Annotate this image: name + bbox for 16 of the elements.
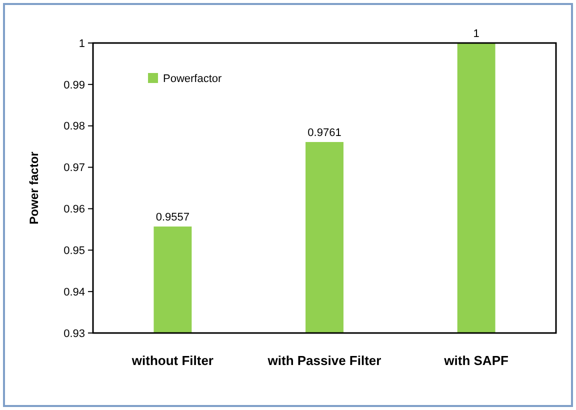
y-tick-label: 0.93 <box>64 328 85 340</box>
y-tick-label: 0.94 <box>64 286 85 298</box>
y-tick-label: 0.96 <box>64 204 85 216</box>
y-tick-label: 0.99 <box>64 79 85 92</box>
x-tick-label: with Passive Filter <box>266 353 382 368</box>
data-label: 0.9761 <box>308 127 342 140</box>
y-tick-label: 0.97 <box>64 162 85 174</box>
legend-label: Powerfactor <box>163 72 222 85</box>
y-tick-label: 0.95 <box>64 244 85 257</box>
y-tick-label: 0.98 <box>64 120 85 133</box>
x-tick-label: without Filter <box>130 353 214 368</box>
data-label: 0.9557 <box>156 212 190 224</box>
data-label: 1 <box>473 28 480 40</box>
y-tick-label: 1 <box>78 38 85 50</box>
x-tick-label: with SAPF <box>443 353 508 368</box>
y-axis-title: Power factor <box>27 151 41 224</box>
